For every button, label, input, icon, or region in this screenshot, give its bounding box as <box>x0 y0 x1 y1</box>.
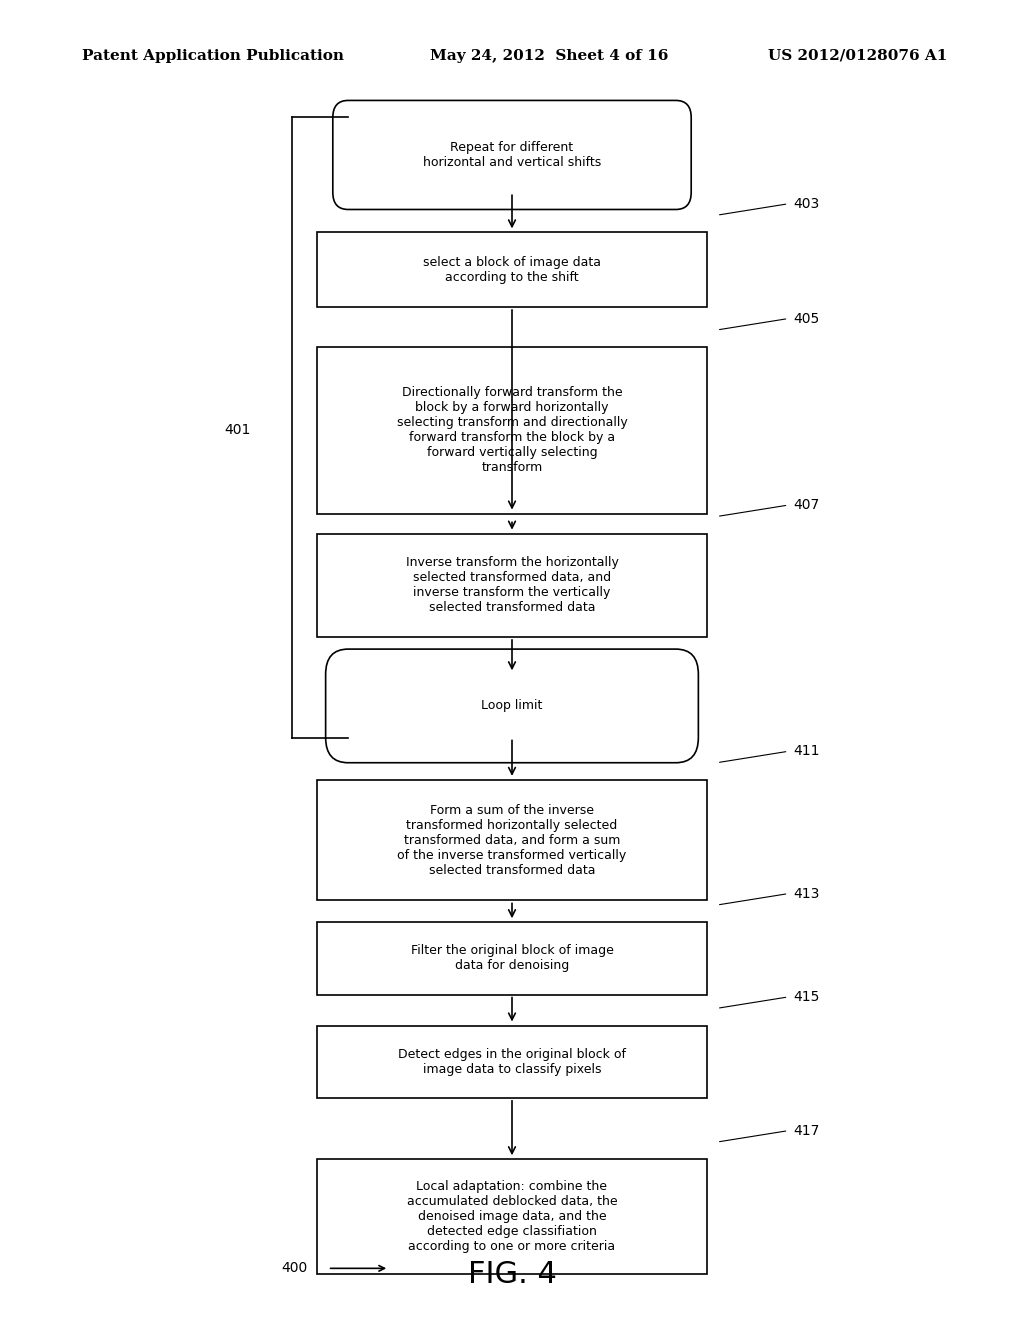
Text: Form a sum of the inverse
transformed horizontally selected
transformed data, an: Form a sum of the inverse transformed ho… <box>397 804 627 876</box>
Text: US 2012/0128076 A1: US 2012/0128076 A1 <box>768 49 947 63</box>
Text: 403: 403 <box>794 197 820 211</box>
FancyBboxPatch shape <box>317 780 707 900</box>
Text: 417: 417 <box>794 1123 820 1138</box>
Text: 407: 407 <box>794 498 820 512</box>
FancyBboxPatch shape <box>317 1159 707 1274</box>
Text: 401: 401 <box>224 424 251 437</box>
Text: Inverse transform the horizontally
selected transformed data, and
inverse transf: Inverse transform the horizontally selec… <box>406 557 618 614</box>
FancyBboxPatch shape <box>333 100 691 210</box>
Text: 400: 400 <box>281 1262 307 1275</box>
Text: May 24, 2012  Sheet 4 of 16: May 24, 2012 Sheet 4 of 16 <box>430 49 669 63</box>
Text: Detect edges in the original block of
image data to classify pixels: Detect edges in the original block of im… <box>398 1048 626 1076</box>
Text: 415: 415 <box>794 990 820 1005</box>
Text: 411: 411 <box>794 744 820 758</box>
FancyBboxPatch shape <box>317 232 707 308</box>
Text: Local adaptation: combine the
accumulated deblocked data, the
denoised image dat: Local adaptation: combine the accumulate… <box>407 1180 617 1253</box>
Text: Filter the original block of image
data for denoising: Filter the original block of image data … <box>411 944 613 973</box>
FancyBboxPatch shape <box>326 649 698 763</box>
FancyBboxPatch shape <box>317 1026 707 1098</box>
FancyBboxPatch shape <box>317 347 707 513</box>
Text: Loop limit: Loop limit <box>481 700 543 713</box>
FancyBboxPatch shape <box>317 533 707 638</box>
Text: select a block of image data
according to the shift: select a block of image data according t… <box>423 256 601 284</box>
Text: Repeat for different
horizontal and vertical shifts: Repeat for different horizontal and vert… <box>423 141 601 169</box>
FancyBboxPatch shape <box>317 923 707 994</box>
Text: Directionally forward transform the
block by a forward horizontally
selecting tr: Directionally forward transform the bloc… <box>396 387 628 474</box>
Text: 405: 405 <box>794 312 820 326</box>
Text: 413: 413 <box>794 887 820 900</box>
Text: FIG. 4: FIG. 4 <box>468 1259 556 1288</box>
Text: Patent Application Publication: Patent Application Publication <box>82 49 344 63</box>
